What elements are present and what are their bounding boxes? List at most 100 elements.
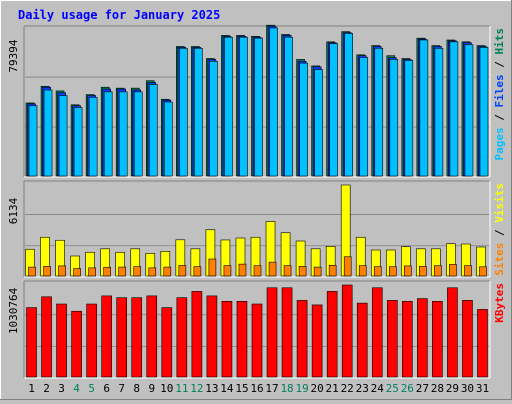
legend: Sites / Visits [493, 183, 506, 276]
bar-kbytes-day-16 [251, 303, 263, 378]
bar-sites-day-22 [343, 256, 352, 277]
x-tick-label-day-1: 1 [28, 382, 35, 395]
bar-kbytes-day-10 [161, 307, 173, 378]
bar-pages-day-19 [299, 62, 308, 177]
bar-sites-day-17 [268, 261, 277, 277]
bar-sites-day-26 [404, 265, 412, 277]
bar-sites-day-31 [479, 266, 487, 277]
bar-sites-day-7 [118, 266, 127, 277]
x-tick-label-day-6: 6 [103, 382, 110, 395]
x-tick-label-day-24: 24 [371, 382, 385, 395]
x-tick-label-day-15: 15 [235, 382, 248, 395]
x-tick-label-day-20: 20 [311, 382, 324, 395]
bar-pages-day-5 [88, 97, 98, 177]
bar-kbytes-day-11 [176, 297, 188, 378]
x-tick-label-day-4: 4 [73, 382, 80, 395]
bar-sites-day-21 [328, 265, 337, 277]
bar-pages-day-20 [314, 69, 323, 177]
bar-sites-day-30 [464, 265, 472, 277]
bar-kbytes-day-21 [326, 291, 338, 378]
bar-kbytes-day-22 [341, 284, 353, 378]
x-tick-label-day-17: 17 [265, 382, 278, 395]
bar-sites-day-12 [193, 266, 202, 277]
bar-pages-day-18 [284, 36, 293, 177]
x-tick-label-day-10: 10 [160, 382, 173, 395]
bar-kbytes-day-9 [146, 295, 158, 378]
bar-kbytes-day-19 [296, 300, 308, 378]
bar-sites-day-23 [358, 265, 367, 277]
x-tick-label-day-5: 5 [88, 382, 95, 395]
bar-sites-day-2 [43, 266, 51, 277]
bar-kbytes-day-7 [116, 297, 128, 378]
bar-pages-day-31 [479, 47, 489, 177]
x-tick-label-day-12: 12 [190, 382, 203, 395]
bar-pages-day-4 [73, 107, 83, 177]
bar-sites-day-18 [283, 265, 292, 277]
bar-pages-day-21 [329, 43, 338, 177]
x-tick-label-day-26: 26 [401, 382, 414, 395]
bar-pages-day-10 [164, 101, 173, 177]
bar-pages-day-25 [389, 59, 399, 177]
x-tick-label-day-16: 16 [250, 382, 263, 395]
bar-kbytes-day-15 [236, 301, 248, 378]
y-axis-max-label: 6134 [7, 197, 20, 224]
bar-sites-day-8 [133, 266, 142, 277]
x-tick-label-day-18: 18 [280, 382, 293, 395]
bar-pages-day-12 [194, 48, 203, 177]
chart-panels: 79394 Pages / Files / Hits 6134 Sites / Vis… [7, 24, 506, 379]
bar-kbytes-day-13 [206, 295, 218, 378]
bar-pages-day-1 [28, 105, 38, 177]
bar-kbytes-day-2 [41, 296, 52, 378]
y-axis-max-label: 1030764 [7, 287, 20, 334]
bar-pages-day-27 [419, 39, 429, 177]
bar-sites-day-6 [103, 266, 111, 277]
x-tick-label-day-31: 31 [476, 382, 489, 395]
bar-sites-day-19 [298, 266, 307, 277]
bar-pages-day-24 [374, 48, 384, 177]
x-tick-label-day-3: 3 [58, 382, 65, 395]
panel-visits-sites: 6134 Sites / Visits [7, 180, 506, 278]
bar-pages-day-23 [359, 57, 369, 177]
bar-kbytes-day-1 [26, 307, 37, 378]
bar-pages-day-6 [103, 91, 113, 177]
bar-sites-day-27 [419, 266, 427, 277]
bar-kbytes-day-18 [281, 287, 293, 378]
bar-pages-day-14 [224, 36, 233, 177]
bar-kbytes-day-28 [432, 301, 443, 378]
bar-sites-day-5 [88, 267, 96, 277]
bar-kbytes-day-3 [56, 303, 67, 378]
bar-pages-day-17 [269, 27, 278, 177]
legend-item-sites: Sites [493, 243, 506, 276]
x-tick-label-day-30: 30 [461, 382, 474, 395]
bar-pages-day-15 [239, 36, 248, 177]
bar-sites-day-10 [163, 266, 172, 277]
bar-pages-day-2 [43, 89, 53, 177]
bar-kbytes-day-5 [86, 303, 97, 378]
x-tick-label-day-7: 7 [118, 382, 125, 395]
bar-pages-day-9 [148, 84, 158, 177]
legend-item-files: Files [493, 74, 506, 107]
y-axis-max-label: 79394 [7, 39, 20, 72]
bar-sites-day-20 [313, 266, 322, 277]
bar-pages-day-30 [464, 44, 474, 177]
bar-sites-day-13 [208, 258, 217, 277]
bar-kbytes-day-27 [417, 298, 428, 378]
legend-separator: / [493, 108, 506, 128]
bar-kbytes-day-8 [131, 297, 143, 378]
bar-sites-day-15 [238, 263, 247, 277]
bar-pages-day-3 [58, 95, 68, 177]
bar-sites-day-4 [73, 268, 81, 277]
bar-pages-day-16 [254, 37, 263, 177]
x-tick-label-day-19: 19 [295, 382, 308, 395]
x-tick-label-day-25: 25 [386, 382, 399, 395]
x-tick-label-day-23: 23 [356, 382, 369, 395]
bar-sites-day-3 [58, 265, 66, 277]
x-tick-label-day-9: 9 [148, 382, 155, 395]
bar-kbytes-day-20 [311, 304, 323, 378]
x-tick-label-day-11: 11 [175, 382, 188, 395]
legend-item-kbytes: KBytes [493, 283, 506, 323]
bar-pages-day-11 [179, 48, 188, 177]
legend-item-pages: Pages [493, 127, 506, 160]
